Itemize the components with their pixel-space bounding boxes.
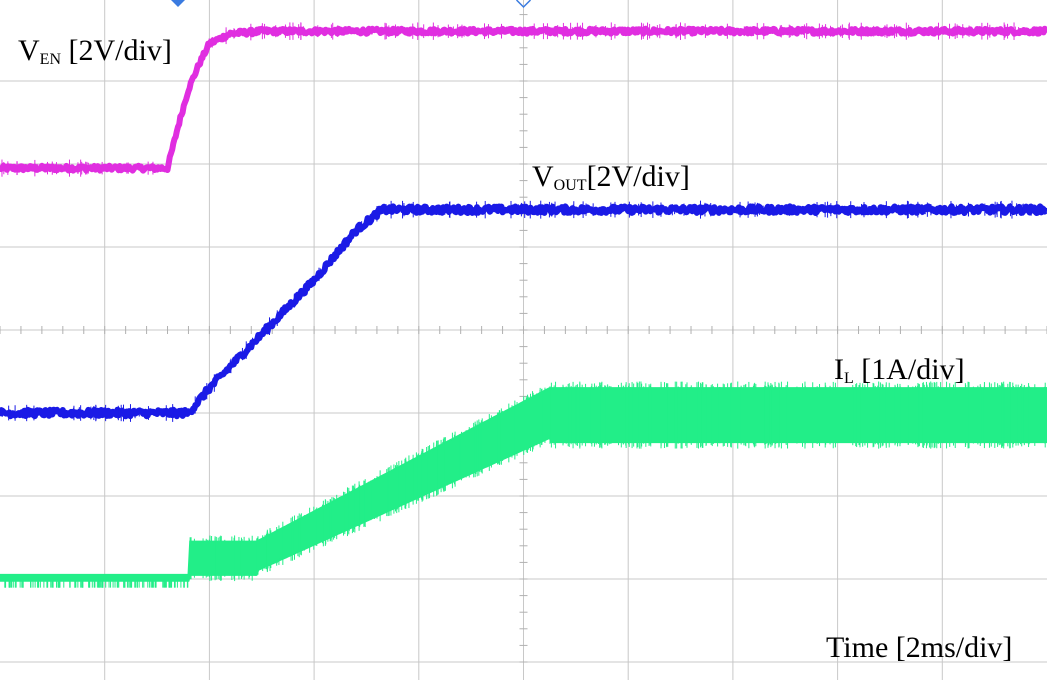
vout-label: VOUT[2V/div] [532,160,690,194]
trace-vout [0,200,1047,422]
trigger-marker-icon [170,0,185,7]
traces [0,22,1047,588]
ven-label: VEN [2V/div] [18,34,172,68]
labels: VEN [2V/div] VOUT[2V/div] IL [1A/div] Ti… [18,34,1012,664]
time-scale-label: Time [2ms/div] [826,631,1012,664]
trace-ven [0,22,1047,177]
trace-il [0,381,1047,588]
trigger-markers [170,0,532,9]
trace-line [0,25,1047,174]
center-marker-icon [515,0,532,9]
il-label: IL [1A/div] [834,353,965,387]
trace-line [0,203,1047,420]
